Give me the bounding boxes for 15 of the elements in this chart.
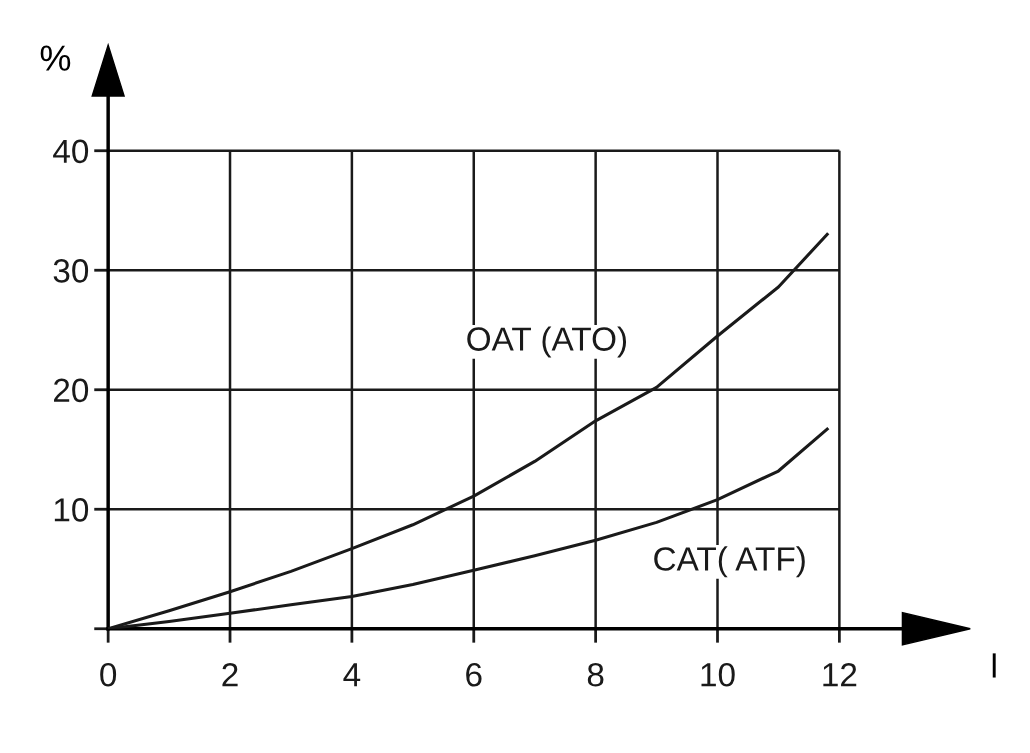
- x-tick-label: 10: [701, 662, 735, 687]
- x-tick-label: 0: [100, 662, 117, 687]
- series-label: OAT (ATO): [467, 326, 627, 358]
- x-tick-label: 12: [823, 662, 857, 687]
- y-tick-label: 20: [54, 378, 89, 403]
- x-tick-label: 2: [222, 662, 238, 687]
- x-tick-label: 4: [343, 663, 361, 687]
- y-tick-label: 30: [53, 259, 89, 283]
- x-tick-label: 6: [466, 662, 482, 687]
- y-tick-label: 10: [54, 498, 89, 522]
- y-tick-label: 40: [53, 139, 89, 164]
- series-label: CAT( ATF): [654, 546, 805, 578]
- x-axis-title: l: [992, 653, 996, 678]
- y-axis-title: %: [40, 45, 71, 71]
- x-tick-label: 8: [587, 662, 604, 687]
